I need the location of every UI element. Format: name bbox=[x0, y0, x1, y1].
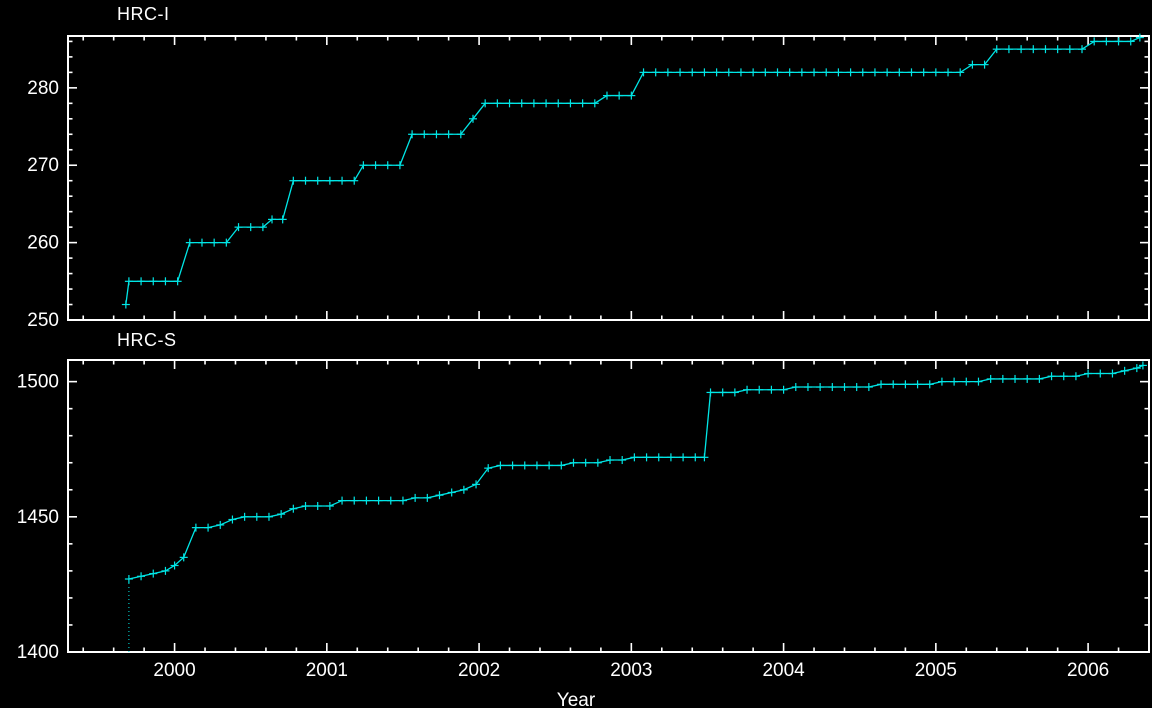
hrc-i-title: HRC-I bbox=[117, 4, 170, 24]
svg-text:2004: 2004 bbox=[762, 660, 805, 681]
svg-text:250: 250 bbox=[27, 310, 59, 331]
svg-text:2006: 2006 bbox=[1067, 660, 1109, 681]
svg-text:2001: 2001 bbox=[306, 660, 348, 681]
svg-text:260: 260 bbox=[27, 233, 59, 254]
svg-text:2002: 2002 bbox=[458, 660, 500, 681]
svg-text:2005: 2005 bbox=[915, 660, 957, 681]
svg-text:1500: 1500 bbox=[17, 372, 59, 393]
svg-text:1400: 1400 bbox=[17, 642, 59, 663]
svg-text:2000: 2000 bbox=[153, 660, 195, 681]
svg-text:270: 270 bbox=[27, 155, 59, 176]
x-axis-label: Year bbox=[556, 690, 596, 708]
svg-text:2003: 2003 bbox=[610, 660, 652, 681]
svg-text:1450: 1450 bbox=[17, 507, 59, 528]
svg-text:280: 280 bbox=[27, 78, 59, 99]
hrc-s-title: HRC-S bbox=[117, 330, 177, 350]
